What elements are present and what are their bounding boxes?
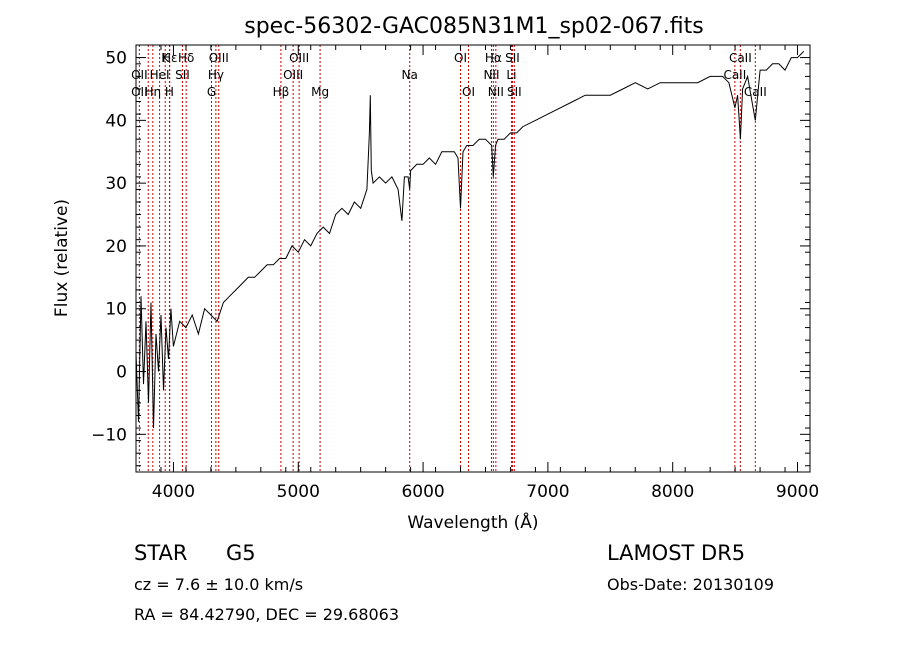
marker-label: NII — [488, 85, 504, 99]
y-axis-label: Flux (relative) — [52, 199, 72, 317]
x-tick-label: 8000 — [651, 482, 694, 502]
marker-label: Mg — [311, 85, 329, 99]
x-axis-label: Wavelength (Å) — [407, 511, 538, 533]
redshift-cz: cz = 7.6 ± 10.0 km/s — [134, 575, 303, 594]
y-tick-label: 50 — [105, 49, 127, 69]
x-tick-label: 7000 — [526, 482, 569, 502]
marker-label: SII — [507, 85, 522, 99]
marker-label: H — [165, 85, 174, 99]
y-tick-label: 10 — [105, 300, 127, 320]
marker-label: Hγ — [208, 68, 224, 82]
x-tick-label: 6000 — [401, 482, 444, 502]
object-class: STAR — [134, 541, 187, 565]
y-tick-label: 20 — [105, 237, 127, 257]
marker-label: SII — [175, 68, 190, 82]
marker-label: Li — [506, 68, 516, 82]
marker-label: OIII — [289, 51, 309, 65]
chart-title: spec-56302-GAC085N31M1_sp02-067.fits — [244, 14, 704, 39]
marker-label: CaII — [729, 51, 752, 65]
x-tick-label: 5000 — [277, 482, 320, 502]
marker-label: OIII — [283, 68, 303, 82]
x-tick-label: 9000 — [776, 482, 819, 502]
marker-label: SII — [505, 51, 520, 65]
y-tick-label: 40 — [105, 111, 127, 131]
marker-label: OII — [131, 85, 148, 99]
marker-label: CaII — [744, 85, 767, 99]
marker-label: OII — [131, 68, 148, 82]
x-tick-label: 4000 — [152, 482, 195, 502]
plot-frame — [135, 44, 811, 473]
marker-label: Hη — [145, 85, 162, 99]
marker-label: OIII — [209, 51, 229, 65]
spectrum-line — [135, 50, 805, 429]
marker-label: HeI — [150, 68, 170, 82]
axis-ticks-group: 4000 5000 6000 7000 8000 9000 −10 0 10 20 30 40 50 — [91, 45, 819, 502]
marker-label: G — [207, 85, 216, 99]
marker-label: K — [161, 51, 170, 65]
obs-date: Obs-Date: 20130109 — [607, 575, 774, 594]
marker-label: Hδ — [178, 51, 194, 65]
y-tick-label: −10 — [91, 425, 127, 445]
marker-label: OI — [454, 51, 467, 65]
y-tick-label: 0 — [116, 363, 127, 383]
series-group — [135, 50, 805, 429]
object-subclass: G5 — [226, 541, 256, 565]
marker-label: Hβ — [273, 85, 290, 99]
y-tick-label: 30 — [105, 174, 127, 194]
marker-label: NII — [483, 68, 499, 82]
marker-label: Na — [402, 68, 418, 82]
coordinates: RA = 84.42790, DEC = 29.68063 — [134, 605, 399, 624]
marker-label: Hα — [485, 51, 502, 65]
marker-label: OI — [462, 85, 475, 99]
marker-label: CaII — [723, 68, 746, 82]
survey-name: LAMOST DR5 — [607, 541, 745, 565]
